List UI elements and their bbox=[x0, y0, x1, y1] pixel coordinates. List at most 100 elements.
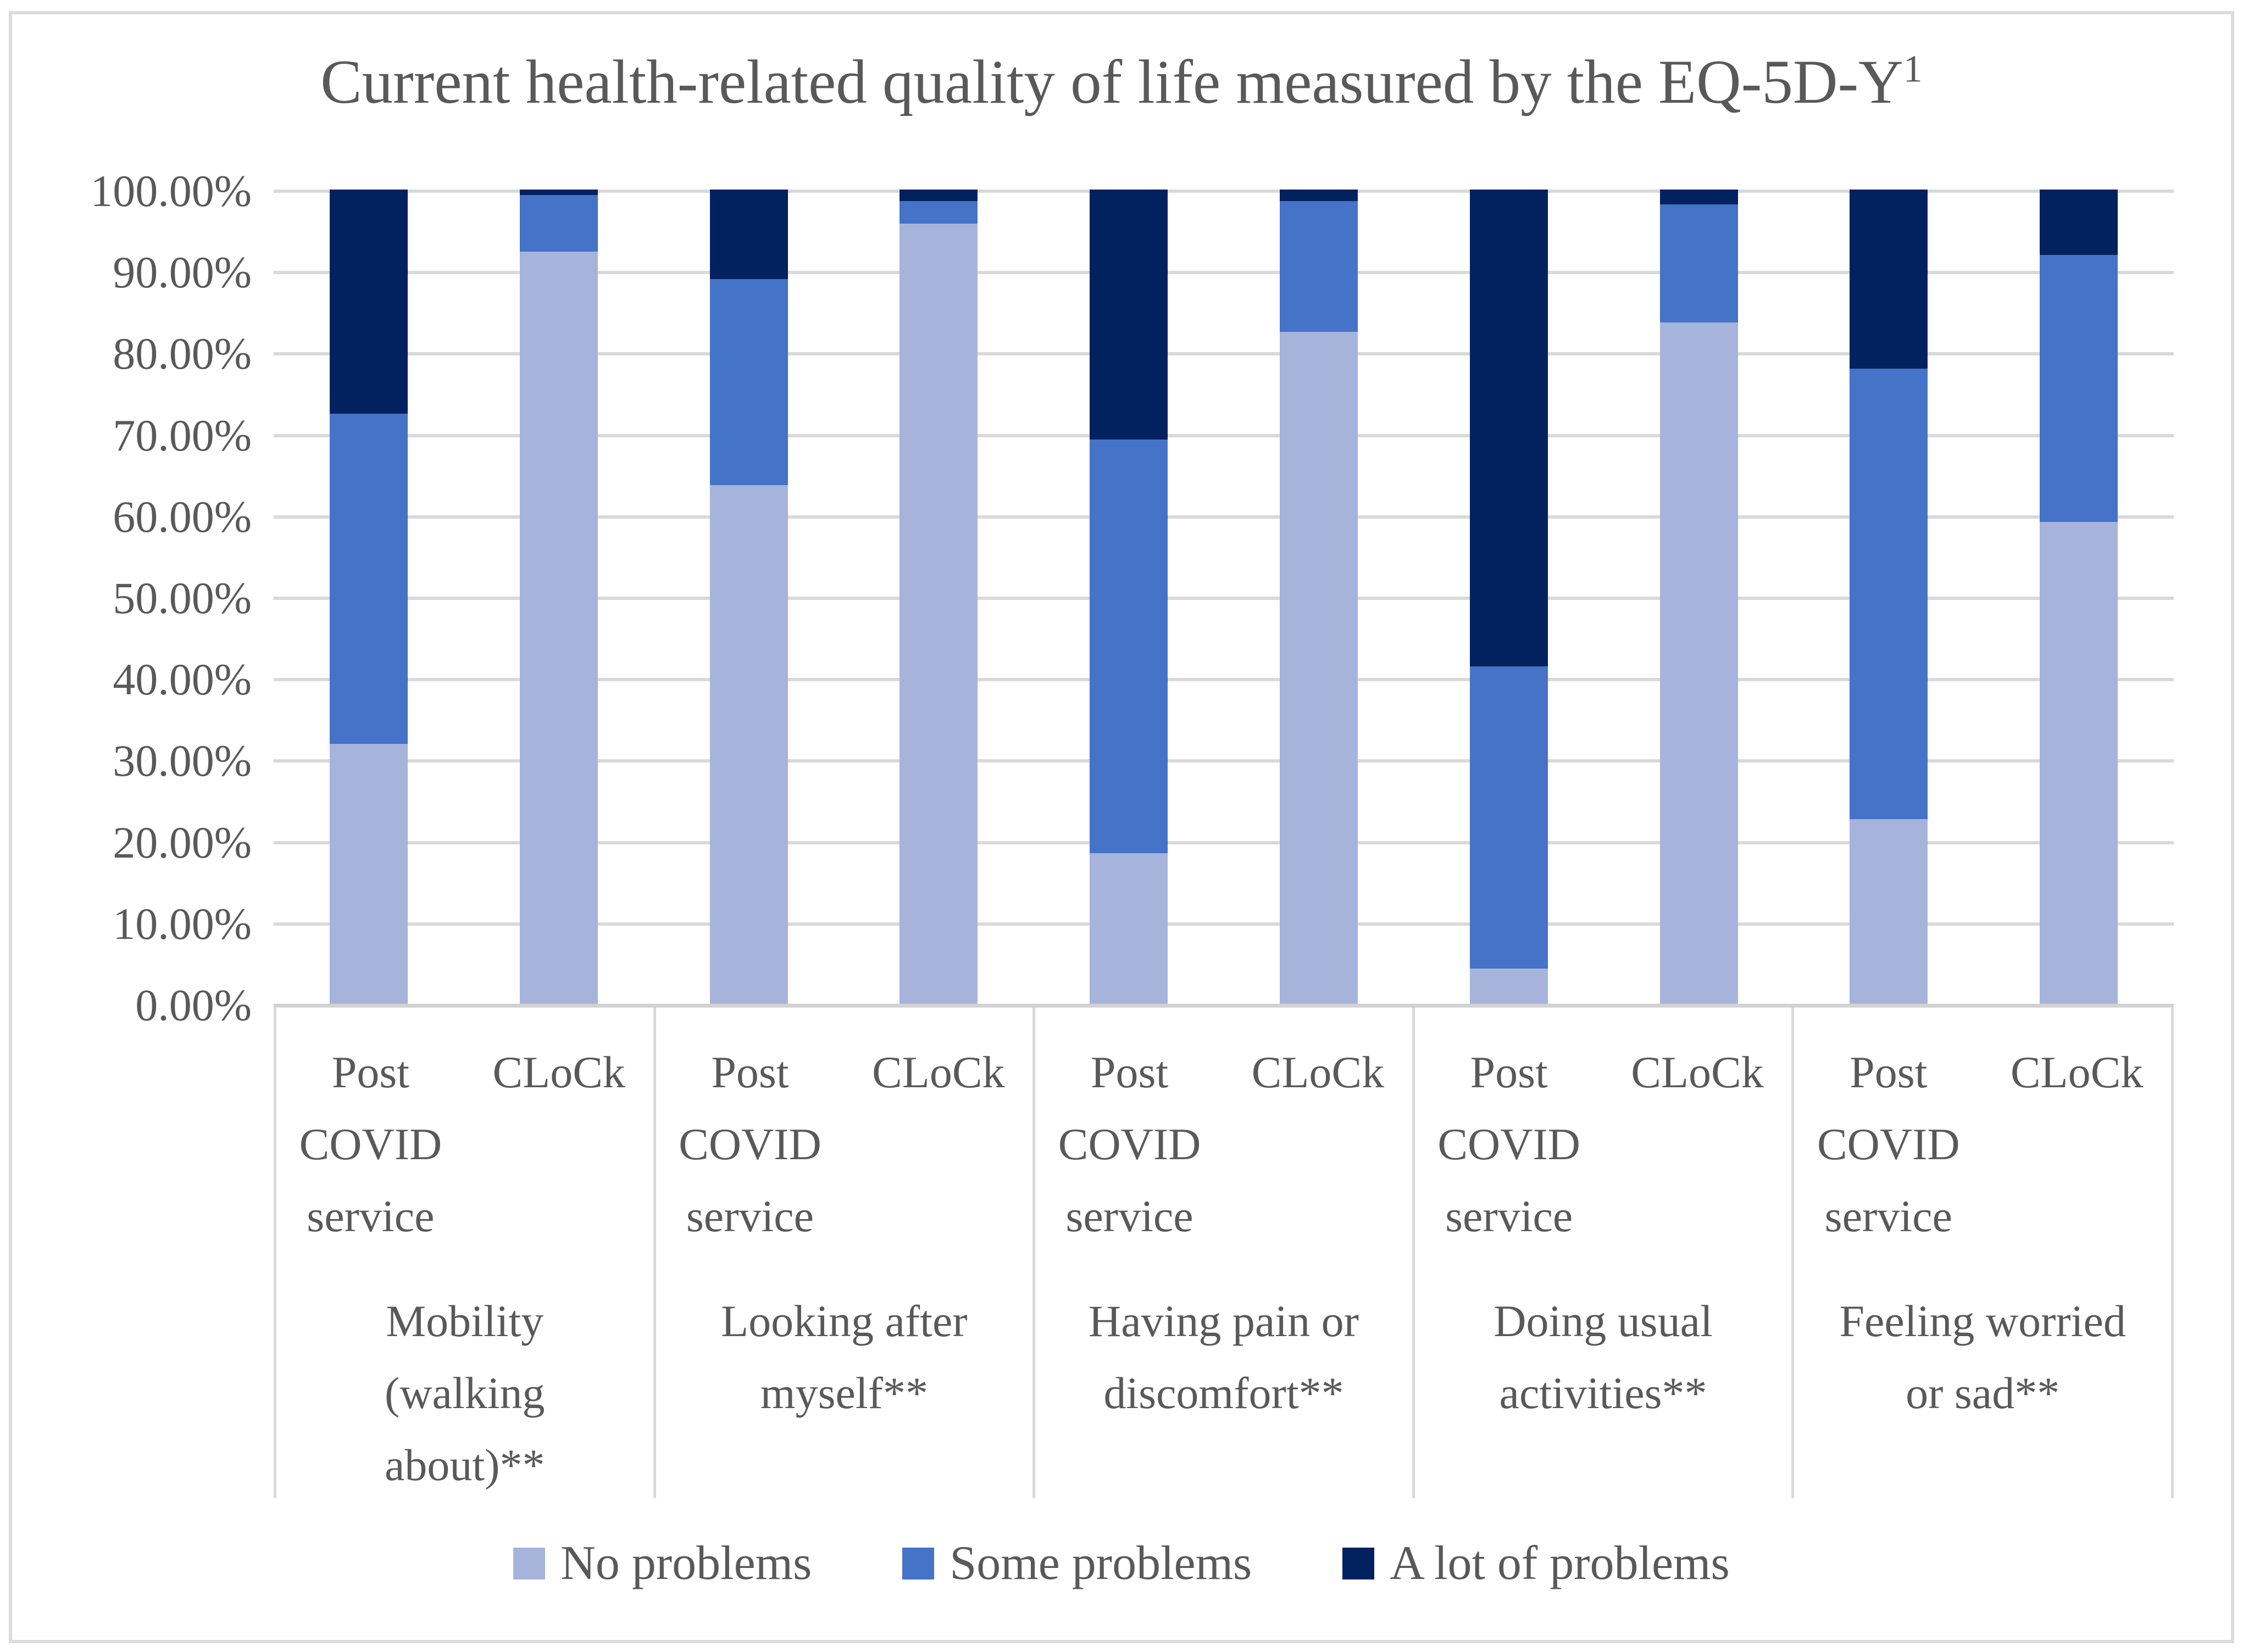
post-covid-service-line: Post bbox=[331, 1047, 410, 1097]
bar-segment-a-lot-of-problems bbox=[900, 190, 978, 201]
subcategory-row: Post COVID service CLoCk bbox=[1794, 1008, 2171, 1252]
post-covid-service-line: service bbox=[1824, 1191, 1952, 1241]
post-covid-service-line: COVID bbox=[1817, 1119, 1960, 1169]
subcategory-row: Post COVID service CLoCk bbox=[656, 1008, 1033, 1252]
y-tick-label: 100.00% bbox=[90, 166, 252, 216]
subcategory-row: Post COVID service CLoCk bbox=[276, 1008, 653, 1252]
y-tick-label: 60.00% bbox=[113, 492, 252, 542]
chart-title-superscript: 1 bbox=[1903, 48, 1923, 91]
bar-segment-no-problems bbox=[1469, 969, 1548, 1004]
gridline bbox=[274, 352, 2174, 355]
category-label: Looking after myself** bbox=[721, 1296, 968, 1418]
legend-swatch-some-problems bbox=[902, 1547, 935, 1579]
bar-segment-a-lot-of-problems bbox=[1850, 190, 1928, 369]
subcategory-clock: CLoCk bbox=[1983, 1036, 2171, 1252]
bar-segment-no-problems bbox=[1090, 853, 1168, 1004]
gridline bbox=[274, 434, 2174, 437]
subcategory-post-covid-service: Post COVID service bbox=[1035, 1036, 1224, 1252]
gridline bbox=[274, 515, 2174, 519]
subcategory-post-covid-service: Post COVID service bbox=[1415, 1036, 1603, 1252]
bar-segment-a-lot-of-problems bbox=[709, 190, 788, 280]
bar-segment-no-problems bbox=[1659, 322, 1738, 1004]
subcategory-row: Post COVID service CLoCk bbox=[1035, 1008, 1412, 1252]
category-label: Feeling worried or sad** bbox=[1839, 1296, 2126, 1418]
stacked-bar-clock bbox=[519, 190, 598, 1004]
category-cell: Post COVID service CLoCk Looking after mysel… bbox=[653, 1008, 1033, 1498]
subcategory-row: Post COVID service CLoCk bbox=[1415, 1008, 1792, 1252]
post-covid-service-line: COVID bbox=[1437, 1119, 1580, 1169]
category-cell: Post COVID service CLoCk Mobility (walking a… bbox=[274, 1008, 653, 1498]
stacked-bar-post-covid-service bbox=[329, 190, 408, 1004]
category-label: Mobility (walking about)** bbox=[385, 1296, 545, 1490]
gridline bbox=[274, 678, 2174, 681]
bar-segment-a-lot-of-problems bbox=[1469, 190, 1548, 667]
stacked-bar-post-covid-service bbox=[1090, 190, 1168, 1004]
subcategory-post-covid-service: Post COVID service bbox=[276, 1036, 465, 1252]
x-axis-line bbox=[274, 1004, 2174, 1008]
bar-segment-some-problems bbox=[519, 195, 598, 252]
stacked-bar-clock bbox=[1279, 190, 1358, 1004]
bar-segment-some-problems bbox=[1850, 369, 1928, 819]
bar-segment-a-lot-of-problems bbox=[2040, 190, 2118, 255]
gridline bbox=[274, 759, 2174, 763]
subcategory-clock: CLoCk bbox=[1603, 1036, 1792, 1252]
bar-segment-a-lot-of-problems bbox=[1659, 190, 1738, 204]
legend-label: A lot of problems bbox=[1390, 1537, 1730, 1590]
post-covid-service-line: Post bbox=[1090, 1047, 1169, 1097]
bar-segment-no-problems bbox=[900, 224, 978, 1004]
post-covid-service-line: service bbox=[307, 1191, 435, 1241]
y-tick-label: 70.00% bbox=[113, 410, 252, 460]
bar-segment-no-problems bbox=[1279, 332, 1358, 1004]
post-covid-service-line: Post bbox=[711, 1047, 789, 1097]
bar-segment-some-problems bbox=[709, 279, 788, 485]
stacked-bar-post-covid-service bbox=[1469, 190, 1548, 1004]
post-covid-service-line: Post bbox=[1470, 1047, 1548, 1097]
y-tick-label: 0.00% bbox=[135, 980, 252, 1030]
y-tick-label: 90.00% bbox=[113, 247, 252, 297]
bar-segment-some-problems bbox=[2040, 254, 2118, 522]
subcategory-clock: CLoCk bbox=[465, 1036, 653, 1252]
legend-item: Some problems bbox=[902, 1536, 1252, 1591]
y-tick-label: 30.00% bbox=[113, 736, 252, 786]
gridline bbox=[274, 597, 2174, 600]
plot-area bbox=[274, 190, 2174, 1008]
legend-item: A lot of problems bbox=[1342, 1536, 1730, 1591]
clock-label: CLoCk bbox=[492, 1047, 625, 1097]
bar-segment-some-problems bbox=[900, 201, 978, 224]
gridline bbox=[274, 922, 2174, 926]
category-cell: Post COVID service CLoCk Having pain or disc… bbox=[1032, 1008, 1412, 1498]
bar-segment-some-problems bbox=[1659, 204, 1738, 322]
bar-segment-no-problems bbox=[2040, 521, 2118, 1004]
subcategory-post-covid-service: Post COVID service bbox=[656, 1036, 845, 1252]
post-covid-service-line: COVID bbox=[299, 1119, 442, 1169]
post-covid-service-line: COVID bbox=[679, 1119, 821, 1169]
clock-label: CLoCk bbox=[1251, 1047, 1385, 1097]
post-covid-service-line: COVID bbox=[1058, 1119, 1201, 1169]
y-tick-label: 50.00% bbox=[113, 573, 252, 623]
bar-segment-a-lot-of-problems bbox=[1090, 190, 1168, 440]
category-cell: Post COVID service CLoCk Doing usual activit… bbox=[1412, 1008, 1792, 1498]
stacked-bar-post-covid-service bbox=[709, 190, 788, 1004]
legend-label: Some problems bbox=[950, 1537, 1252, 1590]
bar-segment-a-lot-of-problems bbox=[519, 190, 598, 196]
gridline bbox=[274, 190, 2174, 193]
clock-label: CLoCk bbox=[872, 1047, 1005, 1097]
bar-segment-a-lot-of-problems bbox=[1279, 190, 1358, 201]
stacked-bar-post-covid-service bbox=[1850, 190, 1928, 1004]
chart-title: Current health-related quality of life m… bbox=[110, 47, 2133, 118]
bar-segment-some-problems bbox=[329, 413, 408, 744]
category-axis: Post COVID service CLoCk Mobility (walking a… bbox=[274, 1008, 2174, 1498]
clock-label: CLoCk bbox=[2010, 1047, 2144, 1097]
subcategory-clock: CLoCk bbox=[844, 1036, 1032, 1252]
y-tick-label: 10.00% bbox=[113, 899, 252, 949]
bar-segment-some-problems bbox=[1090, 440, 1168, 853]
legend-item: No problems bbox=[513, 1536, 812, 1591]
legend: No problems Some problems A lot of problem… bbox=[0, 1536, 2243, 1591]
gridline bbox=[274, 841, 2174, 844]
category-label: Doing usual activities** bbox=[1494, 1296, 1713, 1418]
bar-segment-no-problems bbox=[519, 251, 598, 1004]
category-cell: Post COVID service CLoCk Feeling worried or … bbox=[1791, 1008, 2174, 1498]
legend-label: No problems bbox=[560, 1537, 812, 1590]
post-covid-service-line: service bbox=[1445, 1191, 1573, 1241]
post-covid-service-line: service bbox=[686, 1191, 814, 1241]
